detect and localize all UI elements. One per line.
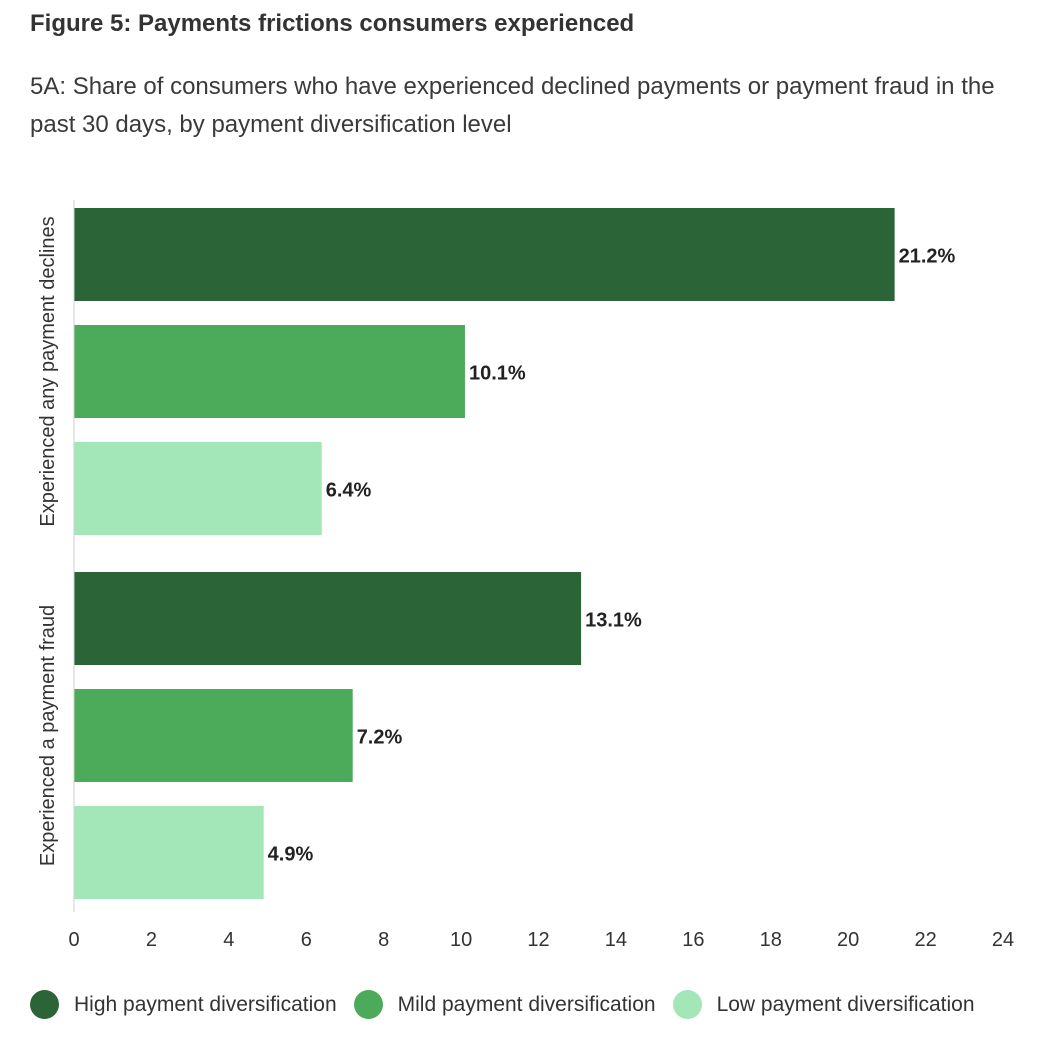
x-tick-label: 4 — [223, 929, 234, 951]
legend-swatch-mild — [353, 990, 383, 1019]
value-label: 6.4% — [326, 480, 372, 502]
legend-label-mild: Mild payment diversification — [397, 992, 656, 1016]
x-tick-label: 10 — [450, 929, 472, 951]
x-tick-label: 22 — [914, 929, 936, 951]
chart-subtitle: 5A: Share of consumers who have experien… — [30, 73, 995, 138]
bar-mild-payment-diversification-2 — [74, 689, 353, 782]
x-tick-label: 20 — [837, 929, 859, 951]
legend-label-low: Low payment diversification — [716, 992, 975, 1016]
x-tick-label: 12 — [527, 929, 549, 951]
x-tick-label: 24 — [992, 929, 1014, 951]
bar-low-payment-diversification-1 — [74, 442, 322, 535]
bar-mild-payment-diversification-1 — [74, 325, 465, 418]
x-tick-label: 8 — [378, 929, 389, 951]
value-label: 21.2% — [899, 246, 956, 268]
x-tick-label: 6 — [301, 929, 312, 951]
value-label: 10.1% — [469, 363, 526, 385]
legend-item-mild: Mild payment diversification — [353, 990, 656, 1019]
legend-label-high: High payment diversification — [74, 992, 337, 1016]
value-label: 4.9% — [268, 844, 314, 866]
x-tick-label: 2 — [146, 929, 157, 951]
legend-item-low: Low payment diversification — [672, 990, 975, 1019]
x-tick-label: 0 — [68, 929, 79, 951]
bar-high-payment-diversification-2 — [74, 572, 582, 665]
legend-item-high: High payment diversification — [30, 990, 337, 1019]
legend-swatch-high — [30, 990, 59, 1019]
legend-swatch-low — [672, 990, 702, 1019]
group-label-2: Experienced a payment fraud — [37, 605, 59, 866]
group-label-1: Experienced any payment declines — [37, 216, 59, 526]
x-tick-label: 16 — [682, 929, 704, 951]
bar-low-payment-diversification-2 — [74, 806, 264, 899]
value-label: 13.1% — [585, 610, 642, 632]
x-tick-label: 14 — [605, 929, 627, 951]
figure-title: Figure 5: Payments frictions consumers e… — [30, 10, 635, 37]
bar-high-payment-diversification-1 — [74, 208, 895, 301]
x-tick-label: 18 — [760, 929, 782, 951]
legend: High payment diversification Mild paymen… — [30, 990, 992, 1019]
bar-chart: 21.2% 10.1% 6.4% Experienced any payment de… — [37, 200, 1014, 951]
value-label: 7.2% — [357, 727, 403, 749]
